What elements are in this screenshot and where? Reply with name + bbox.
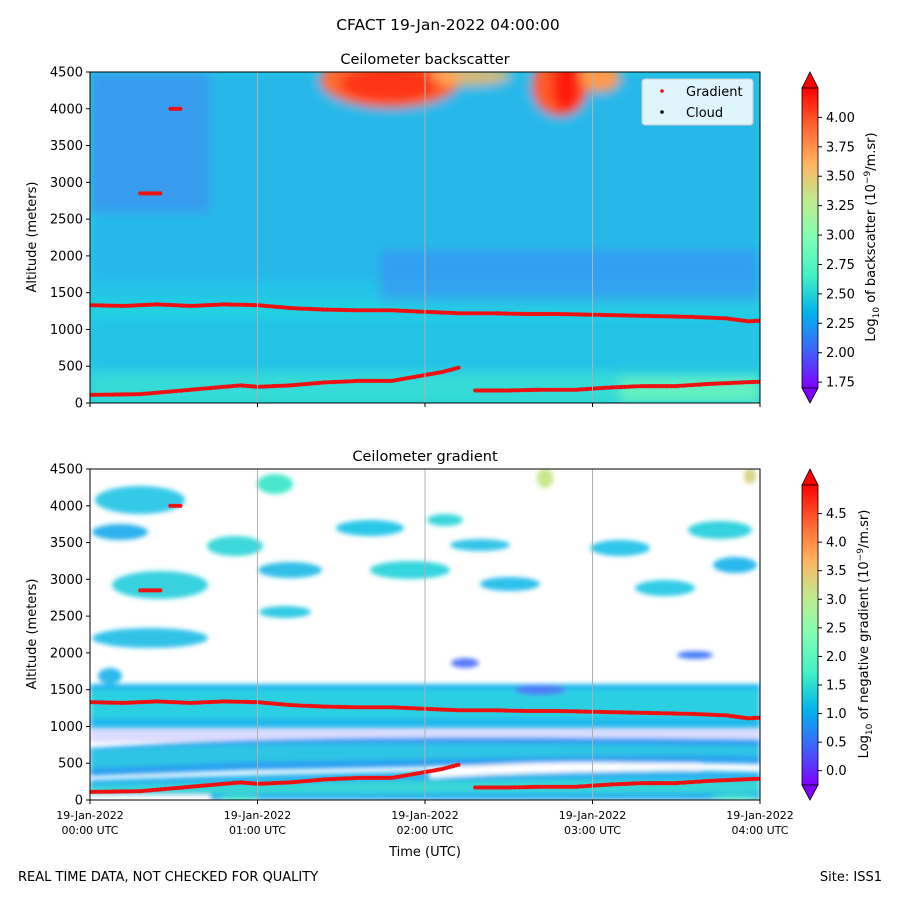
colorbar-tick-label: 1.5 [826,679,847,694]
gradient-panel: Ceilometer gradient [25,449,875,860]
gradient-colorbar-ramp [801,484,819,786]
colorbar-tick-label: 4.00 [826,111,855,126]
colorbar-tick-label: 4.0 [826,536,847,551]
gradient-xlabel: Time (UTC) [388,845,461,860]
backscatter-colorbar-ticks: 1.75 2.00 2.25 2.50 2.75 3.00 3.25 3.50 3.75 4.00 [818,111,855,391]
y-tick-label: 4500 [50,463,83,478]
x-tick-date: 19-Jan-2022 [391,809,459,822]
y-tick-label: 1500 [50,286,83,301]
y-tick-label: 3500 [50,139,83,154]
x-tick-time: 02:00 UTC [396,824,453,837]
y-tick-label: 2000 [50,646,83,661]
backscatter-gradient-markers [90,106,760,397]
x-tick-time: 04:00 UTC [731,824,788,837]
backscatter-title: Ceilometer backscatter [340,52,509,68]
backscatter-colorbar-ramp [801,87,819,389]
colorbar-tick-label: 2.5 [826,621,847,636]
colorbar-tick-label: 1.0 [826,707,847,722]
colorbar-tick-label: 4.5 [826,507,847,522]
gradient-heatmap [90,469,760,800]
colorbar-tick-label: 1.75 [826,376,855,391]
y-tick-label: 3000 [50,573,83,588]
colorbar-tick-label: 0.0 [826,764,847,779]
y-tick-label: 0 [75,397,83,412]
x-tick-date: 19-Jan-2022 [224,809,292,822]
gradient-point [757,776,760,781]
y-tick-label: 2000 [50,249,83,264]
gradient-gradient-markers [90,503,760,795]
gradient-point [757,318,760,323]
gradient-colorbar-extend-max [801,468,819,486]
quality-disclaimer: REAL TIME DATA, NOT CHECKED FOR QUALITY [18,870,319,885]
colorbar-tick-label: 2.75 [826,258,855,273]
backscatter-x-ticks [89,403,761,407]
backscatter-gridlines [257,72,593,403]
colorbar-tick-label: 3.00 [826,229,855,244]
backscatter-ylabel: Altitude (meters) [25,182,40,293]
backscatter-colorbar-label: Log10 of backscatter (10−9/m.sr) [863,132,882,341]
gradient-point [178,503,183,508]
gradient-colorbar-label: Log10 of negative gradient (10−9/m.sr) [856,510,875,759]
gradient-y-axis: 0 500 1000 1500 2000 2500 3000 3500 4000 4500 [50,463,90,809]
gradient-x-axis: 19-Jan-2022 00:00 UTC 19-Jan-2022 01:00 UTC… [56,800,794,837]
x-tick-time: 01:00 UTC [229,824,286,837]
legend-cloud-label: Cloud [686,106,723,121]
gradient-point [178,106,183,111]
legend-cloud-marker [660,110,664,114]
backscatter-panel: Ceilometer backscatter 0 [25,52,882,412]
colorbar-tick-label: 2.00 [826,346,855,361]
y-tick-label: 1000 [50,323,83,338]
y-tick-label: 2500 [50,213,83,228]
x-tick-date: 19-Jan-2022 [559,809,627,822]
colorbar-tick-label: 3.75 [826,140,855,155]
legend-gradient-marker [660,89,664,93]
gradient-point [757,379,760,384]
y-tick-label: 4000 [50,499,83,514]
colorbar-tick-label: 2.0 [826,650,847,665]
legend: Gradient Cloud [641,78,754,126]
legend-box [641,78,754,126]
gradient-colorbar: 0.0 0.5 1.0 1.5 2.0 2.5 3.0 3.5 4.0 4.5 Log10 of … [801,468,875,801]
site-label: Site: ISS1 [819,870,882,885]
x-tick-time: 00:00 UTC [61,824,118,837]
gradient-gridlines [257,469,593,800]
colorbar-tick-label: 3.50 [826,170,855,185]
x-tick-date: 19-Jan-2022 [56,809,124,822]
gradient-point [158,588,163,593]
gradient-colorbar-extend-min [801,784,819,801]
y-tick-label: 1500 [50,683,83,698]
gradient-point [158,191,163,196]
colorbar-tick-label: 2.25 [826,317,855,332]
y-tick-label: 3500 [50,536,83,551]
colorbar-tick-label: 3.5 [826,564,847,579]
y-tick-label: 4500 [50,66,83,81]
colorbar-tick-label: 0.5 [826,736,847,751]
gradient-ylabel: Altitude (meters) [25,579,40,690]
y-tick-label: 500 [58,757,83,772]
backscatter-colorbar-extend-max [801,71,819,89]
gradient-point [456,365,461,370]
y-tick-label: 4000 [50,102,83,117]
figure-title: CFACT 19-Jan-2022 04:00:00 [336,16,560,34]
gradient-title: Ceilometer gradient [352,449,498,465]
x-tick-time: 03:00 UTC [564,824,621,837]
colorbar-tick-label: 3.0 [826,593,847,608]
gradient-colorbar-ticks: 0.0 0.5 1.0 1.5 2.0 2.5 3.0 3.5 4.0 4.5 [818,507,847,779]
backscatter-y-axis: 0 500 1000 1500 2000 2500 3000 3500 4000 4500 [50,66,90,412]
y-tick-label: 500 [58,360,83,375]
y-tick-label: 3000 [50,176,83,191]
gradient-point [456,762,461,767]
x-tick-date: 19-Jan-2022 [726,809,794,822]
y-tick-label: 0 [75,794,83,809]
y-tick-label: 1000 [50,720,83,735]
legend-gradient-label: Gradient [686,85,743,100]
y-tick-label: 2500 [50,610,83,625]
backscatter-colorbar: 1.75 2.00 2.25 2.50 2.75 3.00 3.25 3.50 3.75 4.00… [801,71,882,404]
backscatter-colorbar-extend-min [801,387,819,404]
colorbar-tick-label: 3.25 [826,199,855,214]
colorbar-tick-label: 2.50 [826,287,855,302]
gradient-point [757,715,760,720]
